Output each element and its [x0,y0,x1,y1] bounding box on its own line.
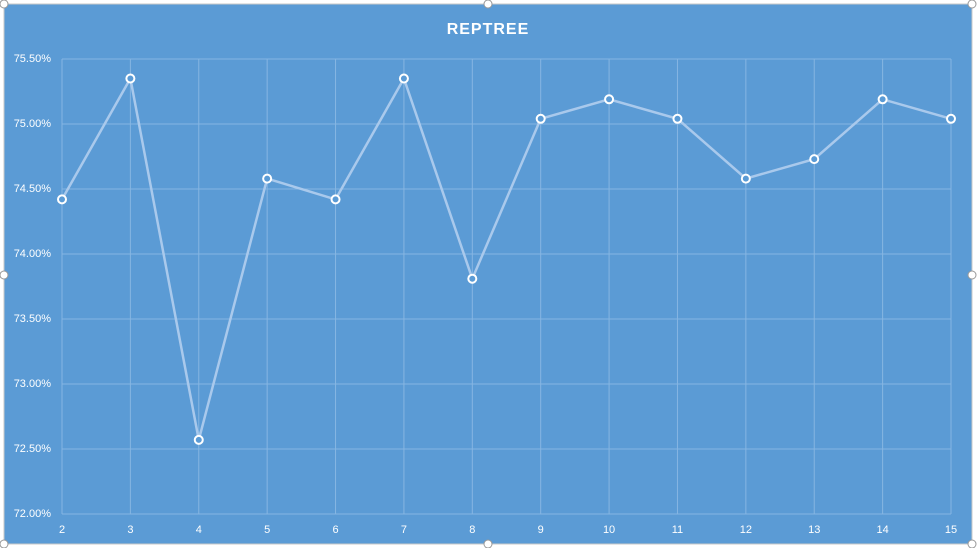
resize-handle[interactable] [0,0,9,9]
data-point [467,273,478,284]
data-point [125,73,136,84]
x-tick-label: 15 [945,524,957,536]
resize-handle[interactable] [0,270,9,280]
data-point [604,94,615,105]
resize-handle[interactable] [0,539,9,549]
resize-handle[interactable] [967,539,977,549]
chart-title: REPTREE [447,21,530,38]
data-point [740,173,751,184]
y-tick-label: 75.50% [14,53,52,65]
x-tick-label: 12 [740,524,752,536]
data-point [877,94,888,105]
x-tick-label: 7 [401,524,407,536]
x-tick-label: 11 [672,524,683,536]
data-point [672,113,683,124]
data-point [330,194,341,205]
y-tick-label: 75.00% [14,118,52,130]
x-tick-label: 9 [538,524,544,536]
x-tick-label: 14 [876,524,888,536]
data-point [262,173,273,184]
y-tick-label: 72.50% [14,443,52,455]
resize-handle[interactable] [483,0,493,9]
series-line [60,74,952,441]
x-tick-label: 2 [59,524,65,536]
resize-handle[interactable] [483,539,493,549]
x-tick-label: 10 [603,524,615,536]
data-point [535,113,546,124]
chart-area [3,3,973,545]
data-point [57,194,67,205]
x-tick-label: 3 [127,524,133,536]
data-point [946,113,956,124]
x-tick-label: 6 [332,524,338,536]
y-tick-label: 72.00% [14,508,52,520]
y-tick-label: 73.50% [14,313,52,325]
x-tick-label: 8 [469,524,475,536]
data-point [809,154,820,165]
y-tick-label: 74.00% [14,248,52,260]
y-tick-label: 74.50% [14,183,52,195]
y-tick-label: 73.00% [14,378,52,390]
x-tick-label: 5 [264,524,270,536]
resize-handle[interactable] [967,270,977,280]
resize-handle[interactable] [967,0,977,9]
x-tick-label: 13 [808,524,820,536]
x-tick-label: 4 [196,524,202,536]
data-point [193,434,204,445]
data-point [398,73,409,84]
